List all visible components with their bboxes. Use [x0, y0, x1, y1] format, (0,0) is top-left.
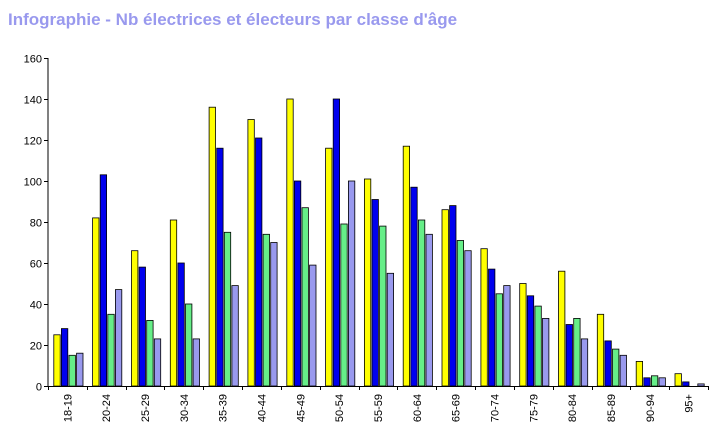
x-tick-label: 20-24: [101, 394, 113, 422]
bar: [131, 250, 139, 387]
x-tick-label: 18-19: [62, 394, 74, 422]
bar: [580, 338, 589, 387]
bar: [61, 328, 69, 387]
x-tick-label: 70-74: [489, 394, 501, 422]
bar: [153, 338, 162, 387]
bar: [542, 317, 550, 387]
bar: [495, 293, 503, 387]
bar: [363, 178, 372, 387]
x-tick-label: 55-59: [373, 394, 385, 422]
y-axis: 0 20 40 60 80 100 120 140 160: [24, 54, 49, 394]
bar: [325, 147, 333, 387]
bar: [503, 285, 511, 387]
bar: [441, 209, 449, 387]
bar: [371, 199, 379, 387]
bar: [293, 180, 302, 387]
bar: [192, 338, 200, 387]
bar: [286, 98, 294, 387]
bar: [526, 295, 535, 387]
bar: [612, 348, 620, 387]
x-tick-label: 40-44: [257, 394, 269, 422]
chart-title: Infographie - Nb électrices et électeurs…: [8, 10, 458, 29]
bar: [651, 375, 659, 387]
bar: [658, 377, 666, 387]
y-tick-label: 60: [30, 259, 42, 271]
x-tick-label: 60-64: [412, 394, 424, 422]
bar: [697, 383, 705, 387]
bar: [208, 106, 216, 387]
x-tick-label: 95+: [684, 394, 696, 413]
y-tick-label: 140: [24, 95, 42, 107]
bar: [449, 205, 457, 387]
x-tick-label: 45-49: [295, 394, 307, 422]
bar: [347, 180, 356, 387]
y-tick-label: 40: [30, 300, 42, 312]
bar: [138, 266, 146, 387]
x-tick-label: 25-29: [140, 394, 152, 422]
bar: [565, 324, 573, 387]
bar: [99, 174, 107, 387]
bar: [169, 219, 178, 387]
y-tick-label: 20: [30, 341, 42, 353]
bar: [682, 381, 690, 387]
x-tick-label: 35-39: [218, 394, 230, 422]
y-tick-label: 120: [24, 136, 42, 148]
y-tick-label: 160: [24, 54, 42, 66]
bar: [53, 334, 61, 387]
bar: [410, 186, 418, 387]
x-tick-label: 50-54: [334, 394, 346, 422]
bar: [456, 240, 465, 387]
bar: [146, 319, 154, 387]
x-axis: 18-19 20-24 25-29 30-34 35-39 40-44 45-49 50-54…: [48, 386, 709, 422]
bar: [558, 270, 566, 387]
bar: [386, 272, 395, 387]
bar: [177, 262, 185, 387]
bar: [674, 373, 682, 387]
bar: [519, 283, 527, 387]
x-tick-label: 75-79: [528, 394, 540, 422]
bar: [573, 317, 581, 387]
bar: [231, 285, 239, 387]
bar: [417, 219, 426, 387]
bar: [643, 377, 651, 387]
bar: [76, 352, 84, 387]
bar: [247, 119, 255, 387]
bar: [107, 313, 115, 387]
bars: [53, 98, 705, 387]
bar: [185, 303, 193, 387]
x-tick-label: 80-84: [567, 394, 579, 422]
bar: [340, 223, 348, 387]
bar: [425, 233, 433, 387]
bar: [379, 225, 387, 387]
bar: [255, 137, 263, 387]
y-tick-label: 80: [30, 218, 42, 230]
bar: [635, 360, 644, 387]
bar: [619, 354, 627, 387]
bar: [464, 250, 472, 387]
bar: [68, 354, 76, 387]
x-tick-label: 30-34: [179, 394, 191, 422]
x-tick-label: 90-94: [645, 394, 657, 422]
y-tick-label: 0: [36, 382, 42, 394]
x-tick-label: 85-89: [606, 394, 618, 422]
bar: [223, 231, 232, 387]
bar: [534, 305, 542, 387]
bar: [402, 145, 411, 387]
bar: [596, 313, 605, 387]
x-tick-label: 65-69: [451, 394, 463, 422]
bar: [309, 264, 317, 387]
bar: [92, 217, 100, 387]
bar: [332, 98, 341, 387]
bar: [270, 242, 278, 387]
bar: [216, 147, 224, 387]
bar: [301, 207, 309, 387]
bar: [488, 268, 496, 387]
bar: [262, 233, 270, 387]
bar: [480, 248, 488, 387]
bar: [604, 340, 612, 387]
bar: [115, 289, 123, 387]
y-tick-label: 100: [24, 177, 42, 189]
